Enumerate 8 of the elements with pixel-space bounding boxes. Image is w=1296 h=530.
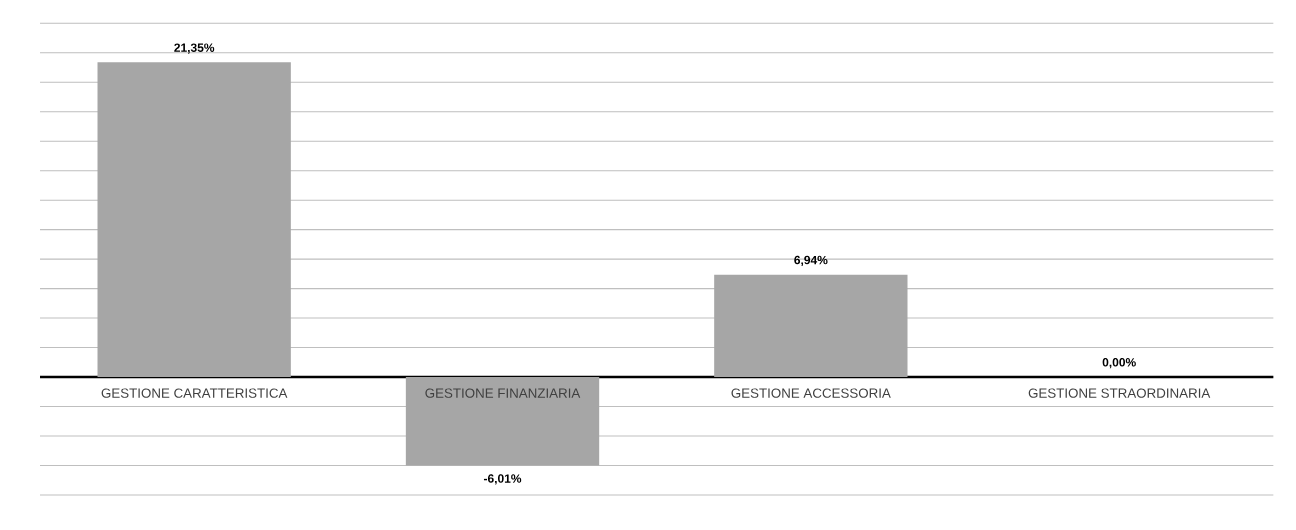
data-label: 0,00%	[1102, 358, 1136, 369]
data-label: 6,94%	[794, 255, 828, 267]
data-label: 21,35%	[174, 43, 215, 54]
x-tick-label: GESTIONE FINANZIARIA	[425, 388, 581, 398]
x-tick-label: GESTIONE ACCESSORIA	[731, 388, 891, 398]
data-label: -6,01%	[483, 474, 522, 485]
x-tick-label: GESTIONE STRAORDINARIA	[1028, 388, 1211, 398]
x-tick-label: GESTIONE CARATTERISTICA	[101, 388, 288, 398]
